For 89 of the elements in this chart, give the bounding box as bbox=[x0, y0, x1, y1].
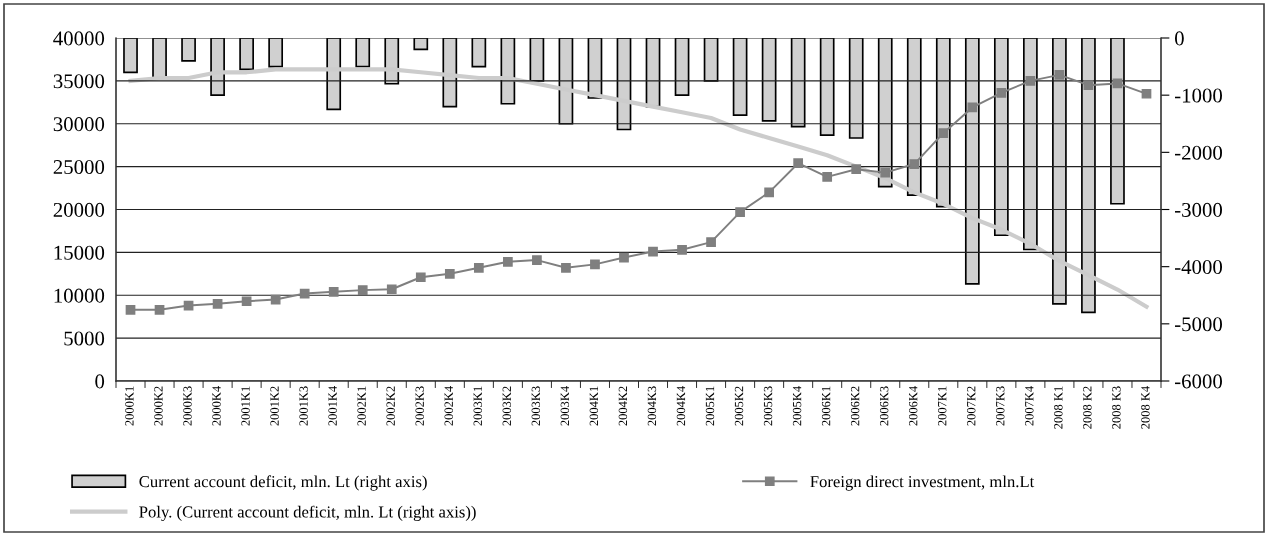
legend-label: Foreign direct investment, mln.Lt bbox=[810, 475, 1035, 491]
y2-tick-label: -1000 bbox=[1174, 88, 1222, 103]
point bbox=[735, 207, 745, 217]
x-tick-label: 2002K1 bbox=[357, 386, 366, 426]
x-tick-label: 2002K3 bbox=[415, 386, 424, 426]
x-tick-label: 2001K3 bbox=[299, 386, 308, 426]
x-tick-label: 2001K1 bbox=[241, 386, 250, 426]
point bbox=[706, 237, 716, 247]
x-tick-label: 2008 K1 bbox=[1054, 386, 1063, 429]
point bbox=[967, 102, 978, 113]
point bbox=[154, 304, 165, 315]
point bbox=[619, 252, 629, 263]
y2-tick-label: -5000 bbox=[1174, 317, 1222, 332]
y-tick-label: 25000 bbox=[53, 160, 105, 175]
x-tick-label: 2006K2 bbox=[850, 386, 860, 426]
point bbox=[880, 167, 891, 178]
point bbox=[444, 268, 455, 279]
x-tick-label: 2006K4 bbox=[908, 386, 918, 426]
x-tick-label: 2000K3 bbox=[183, 386, 192, 426]
x-tick-label: 2006K3 bbox=[879, 386, 889, 426]
x-tick-label: 2004K1 bbox=[589, 386, 599, 426]
point bbox=[125, 304, 136, 315]
y-tick-label: 35000 bbox=[53, 74, 105, 89]
legend-label: Current account deficit, mln. Lt (right axis) bbox=[139, 475, 427, 491]
y2-tick-label: -4000 bbox=[1174, 260, 1222, 275]
x-tick-label: 2002K2 bbox=[386, 386, 395, 426]
y-tick-label: 0 bbox=[95, 374, 105, 389]
point bbox=[677, 244, 687, 255]
x-tick-label: 2008 K2 bbox=[1083, 386, 1092, 429]
point bbox=[590, 259, 600, 270]
point bbox=[415, 272, 426, 283]
x-tick-label: 2005K2 bbox=[734, 386, 744, 426]
point bbox=[328, 286, 339, 297]
x-tick-label: 2008 K3 bbox=[1112, 386, 1121, 429]
point bbox=[1025, 76, 1036, 86]
point bbox=[938, 128, 949, 139]
point bbox=[241, 296, 252, 307]
point bbox=[648, 246, 658, 257]
point bbox=[996, 88, 1007, 98]
y2-tick-label: 0 bbox=[1174, 31, 1184, 46]
point bbox=[473, 262, 484, 273]
point bbox=[1083, 80, 1094, 91]
x-tick-label: 2008 K4 bbox=[1141, 386, 1150, 429]
x-tick-label: 2003K1 bbox=[473, 386, 482, 426]
point bbox=[299, 288, 310, 299]
x-tick-label: 2007K2 bbox=[967, 386, 976, 426]
point bbox=[1054, 70, 1065, 80]
point bbox=[851, 164, 862, 175]
y-tick-label: 30000 bbox=[53, 117, 105, 132]
point bbox=[532, 255, 542, 265]
point bbox=[212, 298, 223, 309]
point bbox=[386, 284, 397, 295]
point bbox=[822, 172, 833, 182]
y-tick-label: 20000 bbox=[53, 202, 105, 217]
point bbox=[1141, 88, 1152, 99]
point bbox=[764, 187, 774, 198]
x-tick-label: 2006K1 bbox=[821, 386, 831, 426]
x-tick-label: 2007K3 bbox=[996, 386, 1005, 426]
point bbox=[270, 294, 281, 305]
x-tick-label: 2003K4 bbox=[560, 386, 570, 426]
point bbox=[561, 262, 571, 273]
x-tick-label: 2003K2 bbox=[502, 386, 511, 426]
x-tick-label: 2000K1 bbox=[125, 386, 134, 426]
point bbox=[793, 158, 804, 169]
y-tick-label: 5000 bbox=[64, 331, 105, 346]
y2-tick-label: -6000 bbox=[1174, 374, 1222, 389]
x-tick-label: 2007K1 bbox=[937, 386, 947, 426]
x-tick-label: 2000K2 bbox=[154, 386, 163, 426]
x-tick-label: 2007K4 bbox=[1025, 386, 1034, 426]
y2-tick-label: -3000 bbox=[1174, 202, 1222, 217]
x-tick-label: 2005K4 bbox=[792, 386, 802, 426]
x-tick-label: 2001K4 bbox=[328, 386, 337, 426]
y-tick-label: 15000 bbox=[54, 245, 105, 260]
x-tick-label: 2000K4 bbox=[212, 386, 221, 426]
point bbox=[909, 159, 920, 169]
x-tick-label: 2004K3 bbox=[647, 386, 657, 426]
point bbox=[357, 285, 368, 295]
y2-tick-label: -2000 bbox=[1174, 145, 1222, 160]
x-tick-label: 2002K4 bbox=[444, 386, 453, 426]
y-tick-label: 40000 bbox=[53, 31, 105, 46]
y-tick-label: 10000 bbox=[54, 288, 105, 303]
x-tick-label: 2004K2 bbox=[618, 386, 628, 426]
x-tick-label: 2005K1 bbox=[705, 386, 715, 426]
x-tick-label: 2003K3 bbox=[531, 386, 541, 426]
x-tick-label: 2005K3 bbox=[763, 386, 773, 426]
legend-label: Poly. (Current account deficit, mln. Lt (right axis)) bbox=[139, 505, 476, 521]
x-tick-label: 2001K2 bbox=[270, 386, 279, 426]
point bbox=[503, 256, 513, 267]
x-tick-label: 2004K4 bbox=[676, 386, 686, 426]
